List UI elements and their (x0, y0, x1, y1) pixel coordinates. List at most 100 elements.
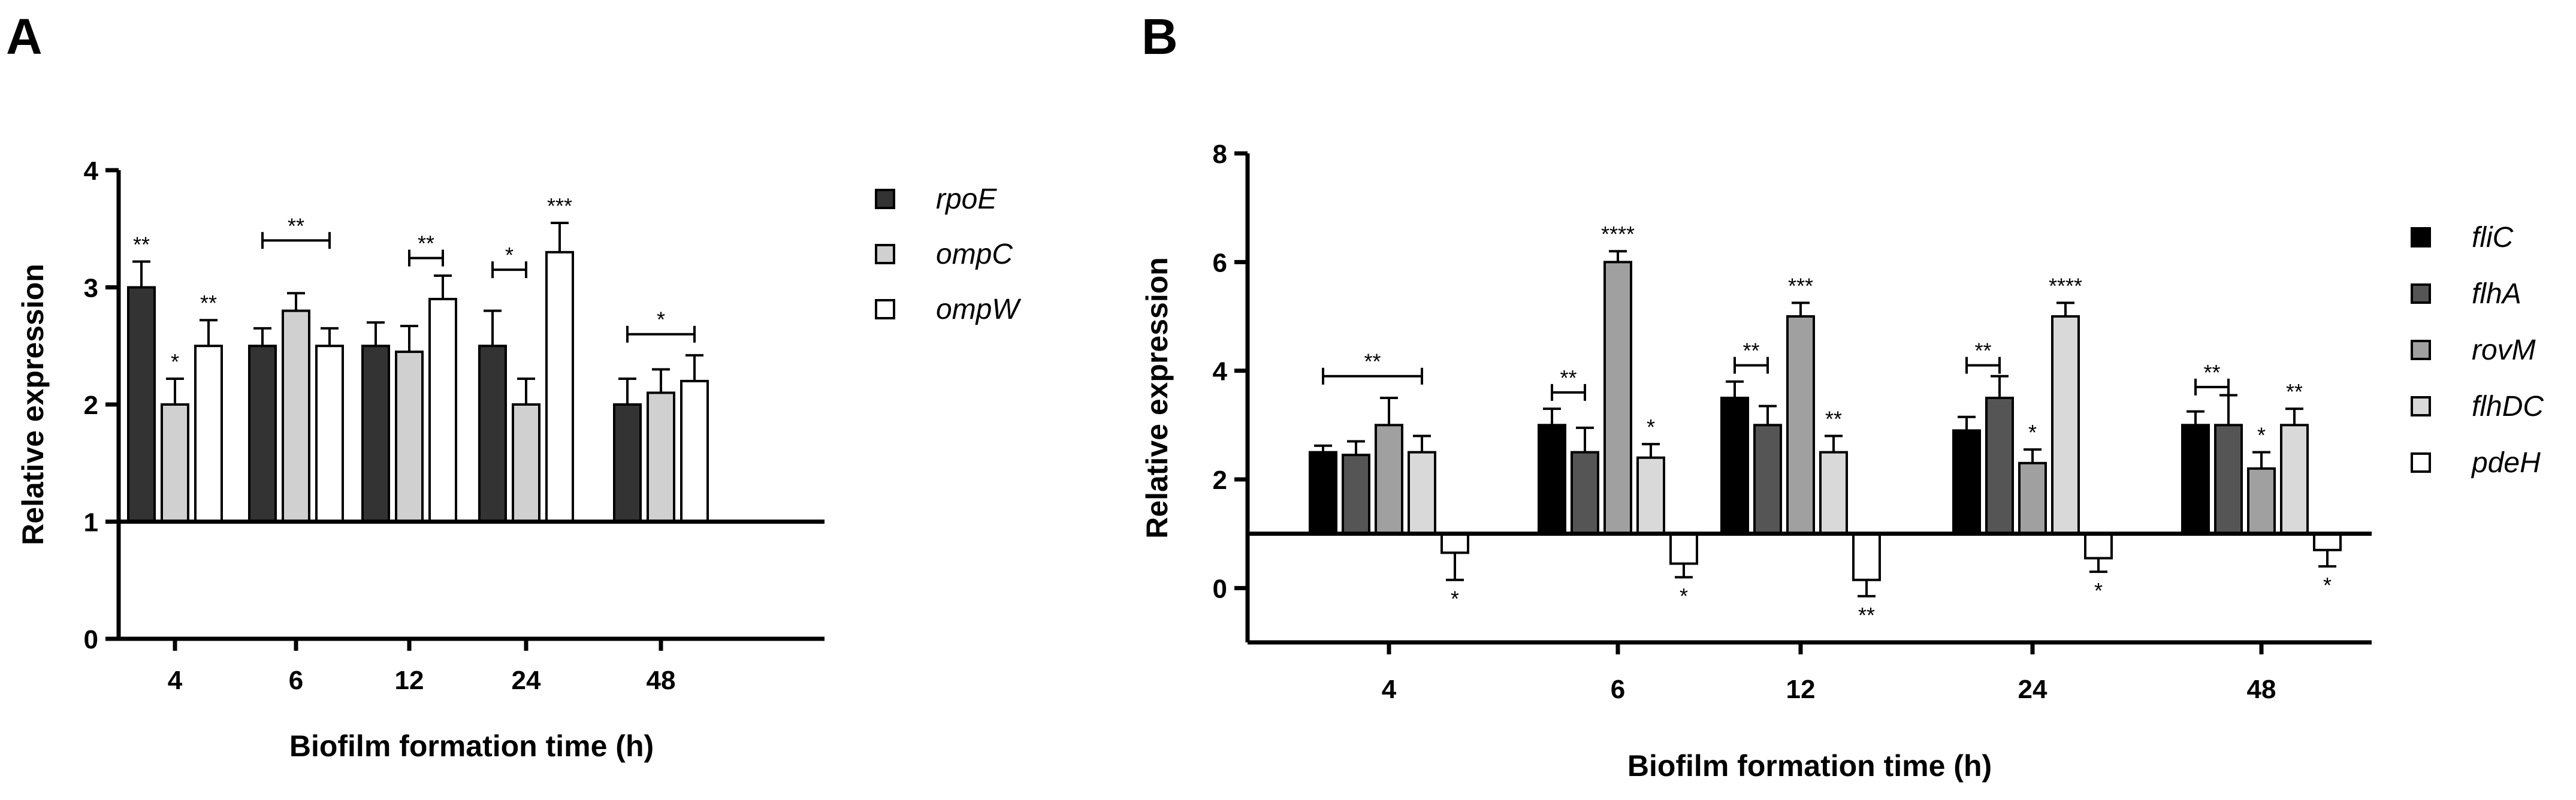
x-tick-label: 12 (1786, 675, 1816, 704)
bracket-label: ** (1560, 366, 1577, 390)
y-tick-label: 8 (1213, 140, 1227, 169)
bar-ompC (282, 309, 310, 523)
y-tick-label: 4 (1213, 357, 1228, 387)
legend-label: flhDC (2472, 391, 2544, 422)
bracket-label: * (505, 243, 514, 267)
significance-bracket (408, 249, 444, 267)
bracket-label: ** (418, 231, 434, 256)
bar-rovM (1603, 261, 1632, 535)
bar-ompW (315, 345, 344, 523)
significance-star: * (2257, 423, 2266, 448)
bar-flhA (1571, 451, 1599, 535)
significance-star: ** (1858, 603, 1875, 627)
significance-star: * (171, 349, 179, 374)
significance-bracket (1734, 357, 1769, 374)
legend-label: rpoE (936, 183, 997, 215)
y-tick-label: 2 (1213, 466, 1227, 495)
bracket-label: ** (1743, 339, 1759, 363)
significance-bracket (491, 261, 527, 279)
significance-star: * (2323, 573, 2332, 597)
bar-ompC (647, 391, 675, 523)
bar-rovM (1375, 424, 1403, 535)
significance-star: * (1451, 587, 1459, 611)
bar-pdeH (1852, 532, 1881, 581)
significance-star: ** (1825, 406, 1842, 431)
legend-label: rovM (2472, 334, 2536, 366)
bar-flhA (2214, 424, 2243, 535)
significance-star: * (2028, 420, 2037, 445)
bar-rpoE (361, 345, 390, 523)
x-axis-title: Biofilm formation time (h) (289, 729, 654, 763)
bar-fliC (1952, 429, 1981, 535)
panel-label: B (1141, 8, 1178, 65)
bar-fliC (1538, 424, 1566, 535)
significance-bracket (1322, 367, 1423, 385)
bar-flhDC (1636, 456, 1665, 535)
significance-star: ** (133, 232, 150, 256)
significance-bracket (1551, 384, 1586, 401)
significance-bracket (626, 325, 696, 343)
y-tick-label: 4 (84, 156, 99, 186)
significance-star: **** (2049, 273, 2082, 298)
bar-rovM (1786, 315, 1815, 535)
bar-flhDC (2051, 315, 2080, 535)
legend-swatch (2411, 340, 2431, 360)
significance-star: ** (2286, 379, 2303, 404)
bar-flhA (1985, 397, 2014, 535)
bar-flhDC (1408, 451, 1436, 535)
bar-ompW (680, 379, 709, 523)
significance-star: *** (1788, 273, 1813, 298)
bar-pdeH (2084, 532, 2113, 560)
bracket-label: ** (2203, 360, 2220, 385)
bar-rpoE (478, 345, 507, 523)
legend-swatch (2411, 396, 2431, 416)
legend-label: ompW (936, 294, 1022, 325)
significance-bracket (2194, 378, 2230, 396)
bracket-label: ** (1974, 339, 1991, 363)
bar-pdeH (1669, 532, 1698, 565)
bar-flhDC (2280, 424, 2309, 535)
bar-flhA (1342, 454, 1370, 535)
legend-label: fliC (2472, 222, 2514, 253)
bracket-label: ** (1364, 349, 1381, 374)
bar-pdeH (2313, 532, 2342, 551)
x-tick-label: 48 (647, 666, 676, 695)
x-tick-label: 48 (2247, 675, 2276, 704)
legend-swatch (875, 189, 895, 209)
y-tick-label: 3 (84, 274, 98, 303)
x-tick-label: 12 (395, 666, 424, 695)
bar-fliC (2181, 424, 2210, 535)
bar-rpoE (613, 403, 642, 523)
bar-rpoE (248, 345, 277, 523)
significance-star: * (2094, 578, 2103, 603)
x-tick-label: 24 (2018, 675, 2047, 704)
y-tick-label: 6 (1213, 248, 1227, 277)
legend-swatch (2411, 452, 2431, 473)
legend-swatch (2411, 227, 2431, 247)
bracket-label: ** (288, 213, 304, 238)
x-tick-label: 4 (1382, 675, 1397, 704)
y-tick-label: 2 (84, 391, 98, 420)
legend-swatch (875, 299, 895, 319)
bar-rpoE (127, 286, 156, 523)
legend-label: ompC (936, 239, 1013, 270)
y-axis-title: Relative expression (1140, 257, 1174, 539)
x-tick-label: 4 (168, 666, 183, 695)
x-tick-label: 6 (1611, 675, 1625, 704)
significance-star: * (1680, 584, 1688, 608)
legend-swatch (2411, 283, 2431, 304)
significance-star: ** (200, 291, 217, 315)
bar-rovM (2247, 467, 2276, 535)
legend-label: pdeH (2471, 447, 2541, 479)
bar-pdeH (1440, 532, 1469, 554)
bar-fliC (1720, 397, 1749, 535)
panel-label: A (6, 8, 43, 65)
legend-swatch (875, 244, 895, 264)
bar-ompW (428, 298, 457, 523)
bar-ompW (194, 345, 223, 523)
bar-rovM (2018, 461, 2047, 535)
significance-star: *** (547, 194, 572, 218)
